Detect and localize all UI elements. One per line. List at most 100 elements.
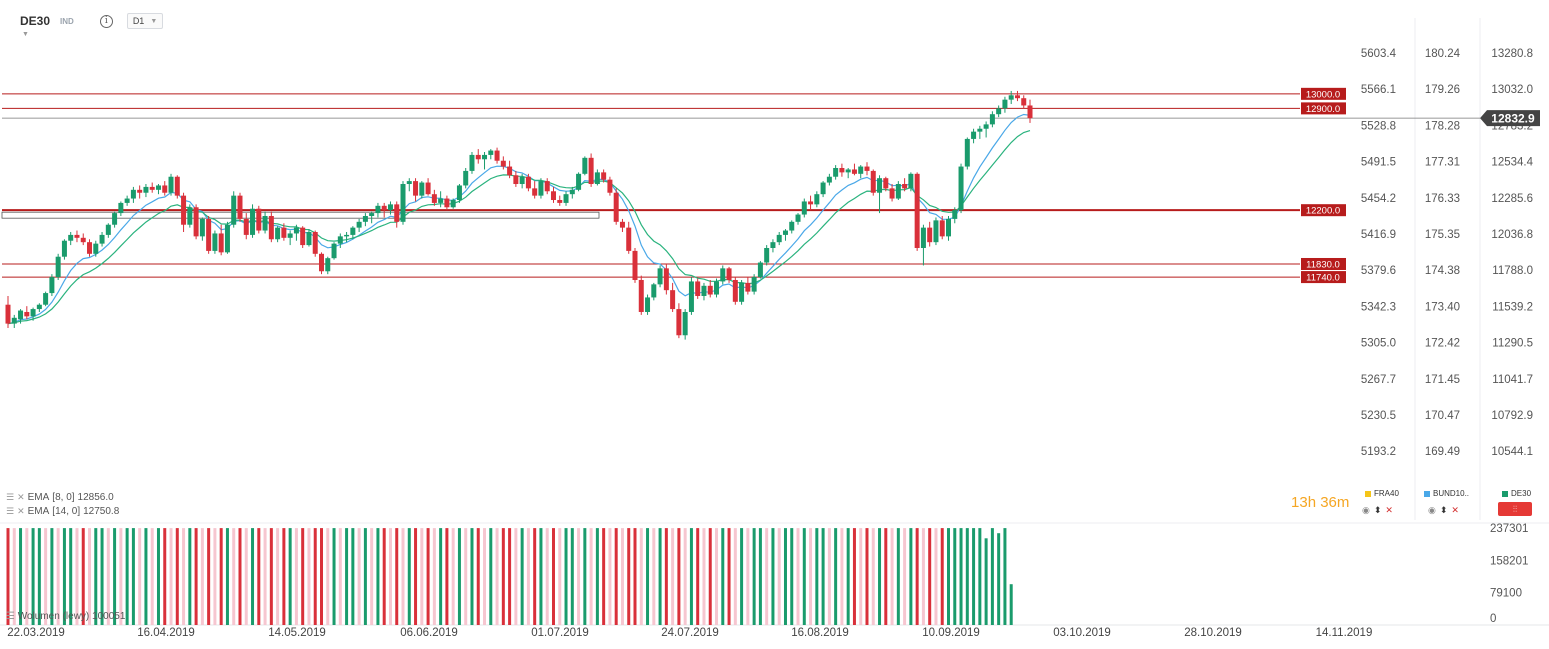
close-icon[interactable]: ✕ [17,492,25,502]
volume-bar [551,528,555,625]
candle-body [105,224,111,235]
candle-body [532,188,538,196]
candle-body [400,184,406,222]
volume-bar [840,528,844,625]
volume-bar [577,528,581,625]
volume-bar [182,528,186,625]
legend-fra40[interactable]: FRA40 [1365,489,1399,498]
x-axis-label: 16.04.2019 [137,627,195,639]
volume-bar [809,528,813,625]
candle-body [676,309,682,336]
sort-icon[interactable]: ⬍ [1373,505,1382,515]
eye-icon[interactable]: ◉ [1428,505,1436,515]
candle-body [124,198,130,203]
volume-bar [997,533,1001,625]
volume-bar [508,528,512,625]
close-icon[interactable]: ✕ [1385,505,1393,515]
candle-body [93,243,99,254]
volume-bar [420,528,424,625]
candle-body [162,185,168,193]
indicator-name: EMA [27,492,50,503]
de30-axis-label: 10544.1 [1491,446,1533,458]
volume-bar [244,528,248,625]
volume-bar [351,528,355,625]
candle-body [262,215,268,231]
candle-countdown: 13h 36m [1291,494,1349,511]
volume-bar [696,528,700,625]
bund10-axis-label: 177.31 [1425,157,1460,169]
candle-body [137,189,143,193]
legend-bund10[interactable]: BUND10.. [1424,489,1469,498]
candle-body [507,166,513,176]
volume-bar [483,528,487,625]
volume-bar [671,528,675,625]
volume-bar [821,528,825,625]
symbol-name[interactable]: DE30 [20,14,51,28]
candle-body [519,176,525,185]
volume-bar [94,528,98,625]
volume-bar [746,528,750,625]
candle-body [18,310,24,320]
volume-bar [884,528,888,625]
legend-swatch [1365,490,1371,497]
close-icon[interactable]: ✕ [17,506,25,516]
candle-body [425,182,431,195]
candle-body [312,231,318,254]
symbol-menu-chevron-icon[interactable]: ▼ [22,31,29,38]
de30-axis-label: 10792.9 [1491,410,1533,422]
candle-body [362,215,368,222]
list-icon[interactable]: ☰ [6,492,15,502]
x-axis-label: 01.07.2019 [531,627,589,639]
volume-bar [37,528,41,625]
candle-body [281,227,287,238]
volume-bar [514,528,518,625]
candle-body [475,154,481,160]
candle-body [74,234,80,238]
level-tag [1301,257,1346,270]
candle-body [732,279,738,302]
eye-icon[interactable]: ◉ [1362,505,1370,515]
volume-bar [878,528,882,625]
volume-bar [313,528,317,625]
candle-body [1027,105,1033,119]
volume-axis-label: 158201 [1490,555,1528,567]
close-icon[interactable]: ✕ [1451,505,1459,515]
candle-body [914,173,920,248]
volume-bar [495,528,499,625]
candle-body [626,227,632,251]
legend-de30[interactable]: DE30 [1502,489,1531,498]
volume-bar [225,528,229,625]
volume-bar [50,528,54,625]
candle-body [36,304,42,310]
volume-bar [633,528,637,625]
volume-indicator-label[interactable]: ☰ Wolumen (lewy) 100051 [6,611,125,622]
candle-body [619,221,625,228]
current-price-label: 12832.9 [1491,112,1535,126]
sort-icon[interactable]: ⬍ [1439,505,1448,515]
de30-axis-label: 13032.0 [1491,84,1533,96]
volume-bar [388,528,392,625]
indicator-ema-8[interactable]: ☰ ✕ EMA [8, 0] 12856.0 [6,492,114,503]
candle-body [243,218,249,235]
list-icon[interactable]: ☰ [6,611,15,622]
volume-bar [721,528,725,625]
candle-body [663,268,669,291]
candle-body [375,205,381,214]
candle-body [61,240,67,257]
candle-body [11,317,17,324]
de30-toggle-button[interactable]: ⫶⫶ [1498,502,1532,516]
indicator-ema-14[interactable]: ☰ ✕ EMA [14, 0] 12750.8 [6,506,119,517]
level-tag-label: 11740.0 [1306,273,1340,284]
bund10-axis-label: 169.49 [1425,446,1460,458]
info-icon[interactable]: i [99,14,113,28]
candle-body [143,186,149,193]
volume-bar [608,528,612,625]
volume-bar [602,528,606,625]
candle-body [964,138,970,167]
list-icon[interactable]: ☰ [6,506,15,516]
candle-body [356,221,362,228]
volume-bar [865,528,869,625]
volume-bar [263,528,267,625]
timeframe-select[interactable]: D1 ▼ [126,13,164,29]
